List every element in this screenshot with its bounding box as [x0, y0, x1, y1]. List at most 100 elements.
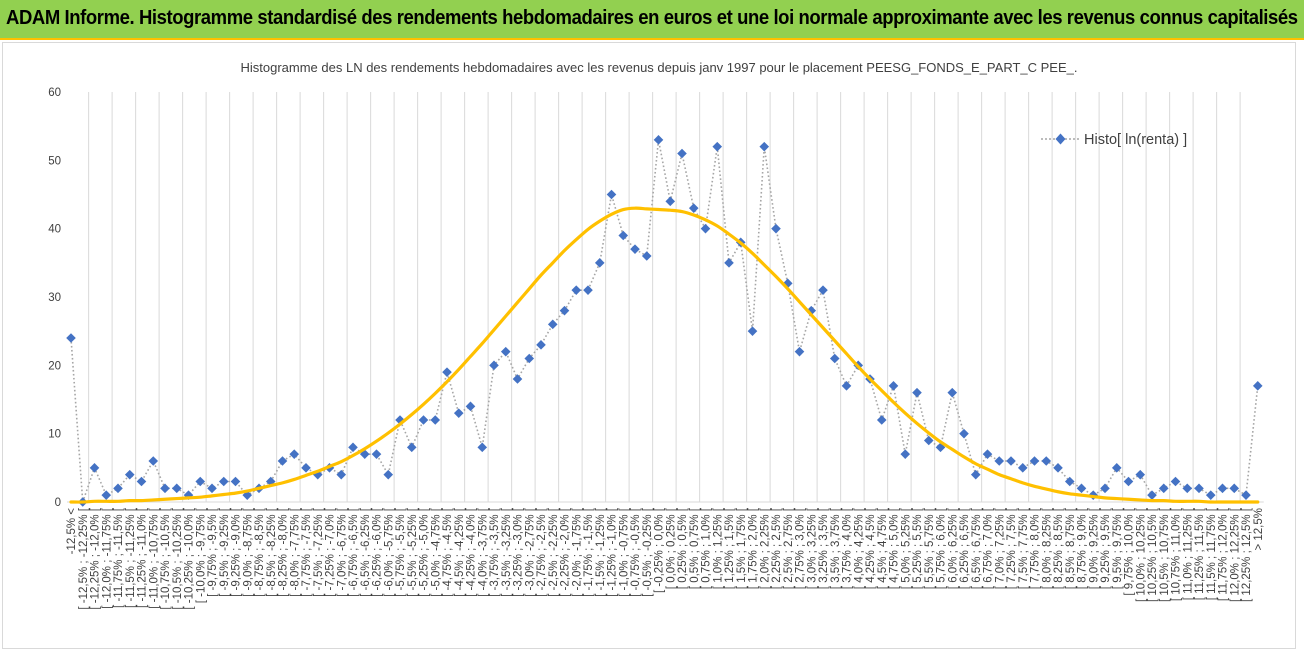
x-tick-label: [ 5,5% ; 5,75% [ — [924, 507, 936, 589]
histogram-chart: Histogramme des LN des rendements hebdom… — [48, 60, 1265, 610]
x-tick-label: [ 10,25% ; 10,5% [ — [1147, 507, 1159, 602]
normal-curve-series — [69, 206, 1260, 504]
x-tick-label: [ -2,25% ; -2,0% [ — [560, 507, 572, 597]
histogram-point — [277, 456, 288, 466]
x-tick-label: [ 9,5% ; 9,75% [ — [1112, 507, 1124, 589]
histogram-point — [630, 244, 640, 254]
x-tick-label: [ -0,25% ; 0,0% [ — [654, 507, 666, 593]
x-tick-label: [ 4,0% ; 4,25% [ — [853, 507, 865, 589]
x-tick-label: [ 9,0% ; 9,25% [ — [1088, 507, 1100, 589]
histogram-point — [900, 449, 911, 459]
x-tick-label: [ 11,25% ; 11,5% [ — [1194, 507, 1206, 600]
histogram-point — [336, 469, 347, 480]
histogram-point — [1182, 483, 1193, 494]
x-tick-label: [ 6,0% ; 6,25% [ — [947, 507, 959, 589]
x-tick-label: [ -8,25% ; -8,0% [ — [278, 507, 290, 597]
histogram-point — [442, 367, 452, 377]
x-tick-label: [ -4,75% ; -4,5% [ — [442, 507, 454, 597]
x-tick-label: > 12,5% — [1253, 508, 1265, 551]
histogram-point — [665, 196, 676, 207]
histogram-point — [348, 442, 358, 453]
x-tick-label: [ 8,25% ; 8,5% [ — [1053, 507, 1065, 589]
x-tick-label: [ 11,0% ; 11,25% [ — [1182, 507, 1194, 600]
histogram-point — [653, 135, 664, 145]
histogram-point — [89, 463, 100, 473]
histogram-point — [160, 483, 170, 494]
x-tick-label: [ 3,75% ; 4,0% [ — [842, 507, 854, 589]
x-tick-label: [ -7,5% ; -7,25% [ — [313, 507, 325, 597]
histogram-point — [512, 374, 523, 384]
histogram-point — [724, 258, 734, 268]
x-tick-label: [ -9,25% ; -9,0% [ — [231, 507, 243, 597]
x-tick-label: [ -3,0% ; -2,75% [ — [524, 507, 536, 597]
x-tick-label: [ -0,75% ; -0,5% [ — [630, 507, 642, 597]
x-tick-label: [ 11,75% ; 12,0% [ — [1218, 507, 1230, 601]
histogram-point — [383, 469, 394, 480]
legend-label: Histo[ ln(renta) ] — [1084, 132, 1187, 148]
histogram-point — [947, 387, 958, 398]
histogram-point — [183, 490, 194, 500]
x-tick-label: [ 12,0% ; 12,25% [ — [1229, 507, 1241, 602]
histogram-point — [1100, 483, 1110, 494]
histogram-point — [524, 353, 535, 364]
histogram-point — [1158, 483, 1169, 494]
histogram-point — [453, 408, 464, 418]
x-tick-label: [ -11,0% ; -10,75% [ — [148, 507, 160, 609]
x-tick-label: [ -9,0% ; -8,75% [ — [242, 507, 254, 597]
histogram-point — [759, 141, 770, 152]
x-tick-label: [ 6,75% ; 7,0% [ — [983, 507, 995, 589]
histogram-point — [536, 340, 546, 350]
histogram-point — [1029, 456, 1040, 466]
histogram-series — [66, 135, 1263, 507]
x-tick-label: [ 5,0% ; 5,25% [ — [900, 507, 912, 589]
x-tick-label: [ -10,25% ; -10,0% [ — [184, 507, 196, 609]
histogram-point — [888, 381, 899, 391]
histogram-point — [841, 381, 852, 391]
histogram-point — [1229, 483, 1240, 494]
x-tick-label: [ 6,25% ; 6,5% [ — [959, 507, 971, 589]
x-tick-label: [ 0,75% ; 1,0% [ — [701, 507, 713, 589]
x-tick-label: [ -5,5% ; -5,25% [ — [407, 507, 419, 597]
x-tick-label: [ 7,25% ; 7,5% [ — [1006, 507, 1018, 589]
histogram-point — [195, 476, 206, 487]
x-tick-label: [ -4,25% ; -4,0% [ — [466, 507, 478, 597]
x-tick-label: [ 7,5% ; 7,75% [ — [1018, 507, 1030, 589]
histogram-point — [430, 415, 441, 425]
chart-area: Histogramme des LN des rendements hebdom… — [2, 42, 1296, 649]
histogram-point — [1017, 463, 1028, 473]
histogram-point — [1135, 469, 1146, 480]
histogram-point — [794, 346, 805, 357]
histogram-point — [289, 449, 300, 459]
x-tick-label: [ -11,5% ; -11,25% [ — [125, 507, 137, 608]
histogram-point — [418, 415, 429, 425]
histogram-point — [606, 189, 617, 200]
x-tick-label: [ 9,75% ; 10,0% [ — [1124, 507, 1136, 595]
histogram-point — [876, 415, 887, 425]
x-tick-label: [ -5,0% ; -4,75% [ — [430, 507, 442, 597]
y-tick-label: 60 — [48, 87, 61, 99]
histogram-point — [571, 285, 582, 295]
report-title: ADAM Informe. Histogramme standardisé de… — [6, 6, 1298, 29]
report-banner: ADAM Informe. Histogramme standardisé de… — [0, 0, 1304, 40]
histogram-point — [371, 449, 382, 459]
histogram-point — [994, 456, 1005, 466]
y-tick-label: 40 — [48, 224, 61, 236]
histogram-point — [700, 223, 711, 234]
x-tick-label: [ -3,75% ; -3,5% [ — [489, 507, 501, 597]
histogram-point — [477, 442, 488, 453]
histogram-point — [677, 148, 687, 159]
x-tick-label: [ -1,25% ; -1,0% [ — [607, 507, 619, 597]
histogram-point — [1111, 463, 1122, 473]
histogram-point — [771, 223, 781, 234]
x-tick-label: [ -10,5% ; -10,25% [ — [172, 507, 184, 609]
histogram-point — [1194, 483, 1204, 494]
x-tick-label: [ -12,25% ; -12,0% [ — [90, 507, 102, 609]
histogram-series-line — [70, 139, 1259, 503]
histogram-point — [641, 251, 652, 261]
x-tick-label: [ -7,75% ; -7,5% [ — [301, 507, 313, 597]
x-tick-label: [ -3,5% ; -3,25% [ — [501, 507, 513, 597]
x-tick-label: [ -7,0% ; -6,75% [ — [336, 507, 348, 597]
histogram-point — [218, 476, 229, 487]
x-tick-label: [ 0,0% ; 0,25% [ — [665, 507, 677, 589]
x-tick-label: [ -11,75% ; -11,5% [ — [113, 507, 125, 608]
